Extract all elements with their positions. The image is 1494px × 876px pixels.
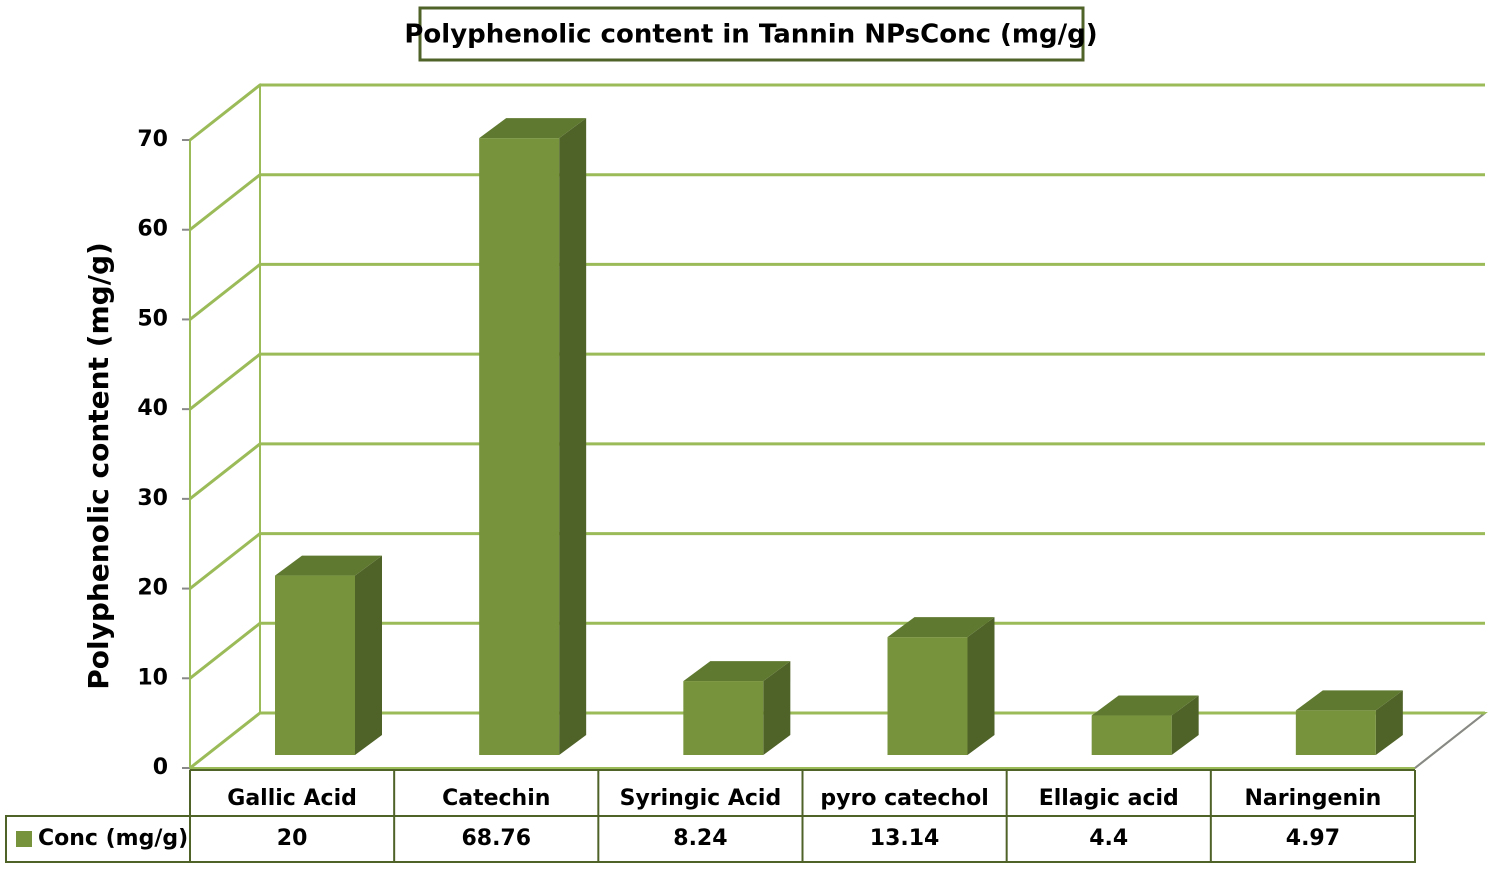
bar-top: [275, 555, 382, 576]
back-wall: [189, 82, 261, 771]
bar: [1295, 710, 1376, 755]
bar-top: [479, 118, 587, 139]
grid-line: [189, 621, 1485, 680]
y-tick-label: 20: [137, 576, 168, 601]
bar-side: [355, 555, 382, 755]
bar-top: [887, 617, 995, 638]
grid-line: [189, 83, 1485, 142]
title-box: [418, 6, 1085, 62]
grid-line: [189, 532, 1485, 590]
y-tick-label: 10: [137, 665, 168, 690]
x-tick-label: Syringic Acid: [620, 786, 782, 811]
y-tick-label: 0: [153, 755, 168, 780]
bar: [479, 138, 560, 755]
table-value: 13.14: [870, 826, 940, 851]
y-tick-label: 40: [137, 396, 168, 421]
table-value: 4.97: [1286, 826, 1340, 851]
bar-side: [1375, 690, 1403, 755]
table-value: 20: [277, 826, 308, 851]
y-tick-label: 60: [137, 217, 168, 242]
floor-edge: [1414, 712, 1486, 769]
bar: [683, 681, 764, 755]
x-tick-label: Gallic Acid: [227, 786, 357, 811]
bar: [887, 637, 968, 755]
x-tick-label: Ellagic acid: [1039, 786, 1179, 811]
grid-line: [189, 352, 1485, 411]
grid-line: [189, 262, 1485, 321]
legend-label: Conc (mg/g): [38, 826, 188, 851]
x-tick-label: Catechin: [442, 786, 550, 811]
table-value: 4.4: [1089, 826, 1128, 851]
bar-top: [1091, 695, 1199, 716]
grid-line: [189, 442, 1485, 501]
legend-swatch: [16, 831, 32, 847]
chart-title: Polyphenolic content in Tannin NPsConc (…: [404, 20, 1097, 50]
bar: [275, 575, 355, 755]
bar-top: [1295, 690, 1403, 711]
grid-line: [189, 173, 1485, 231]
bar: [1091, 715, 1172, 755]
x-tick-label: Naringenin: [1244, 786, 1381, 811]
y-tick-label: 30: [137, 486, 168, 511]
y-tick-label: 50: [137, 306, 168, 331]
y-tick-label: 70: [137, 127, 168, 152]
bar-side: [1171, 695, 1199, 755]
bar-side: [967, 617, 995, 755]
floor: [187, 712, 1488, 769]
y-axis-label: Polyphenolic content (mg/g): [82, 242, 115, 690]
bar-side: [763, 661, 791, 755]
table-value: 8.24: [673, 826, 727, 851]
table-value: 68.76: [461, 826, 531, 851]
grid-line: [189, 711, 1485, 770]
bar-side: [559, 118, 587, 755]
bar-top: [683, 661, 791, 682]
x-tick-label: pyro catechol: [820, 786, 988, 811]
